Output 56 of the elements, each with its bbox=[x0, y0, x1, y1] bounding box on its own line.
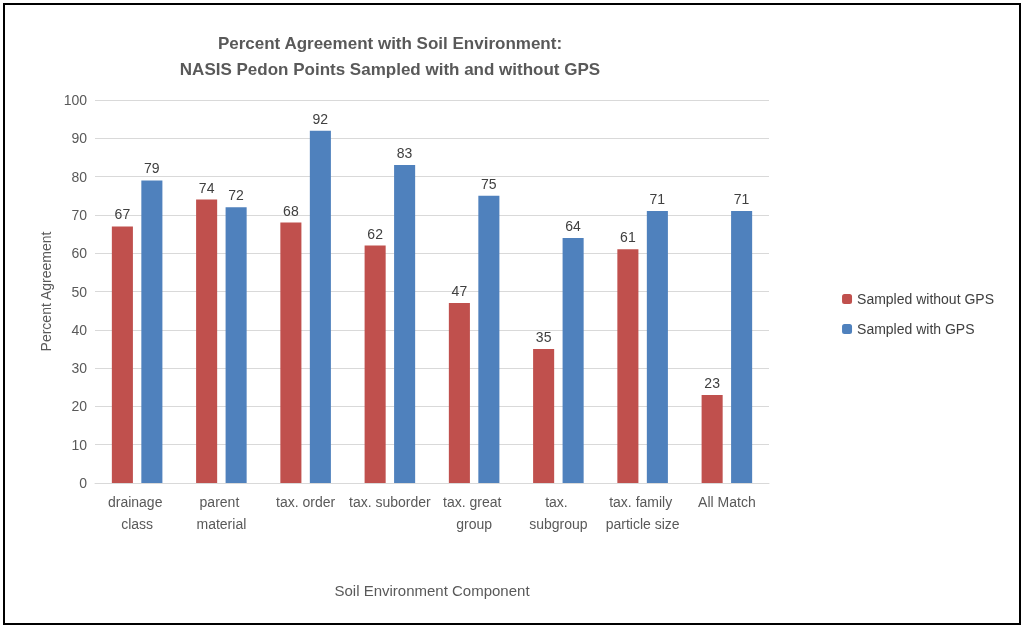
bar bbox=[478, 195, 500, 483]
legend-label: Sampled without GPS bbox=[857, 291, 995, 307]
legend-label: Sampled with GPS bbox=[857, 321, 975, 337]
bar bbox=[111, 226, 133, 483]
bar bbox=[394, 165, 416, 483]
data-label: 67 bbox=[114, 206, 131, 223]
y-tick-label: 50 bbox=[71, 283, 88, 300]
data-label: 92 bbox=[312, 110, 329, 127]
data-label: 23 bbox=[704, 374, 721, 391]
y-tick-label: 30 bbox=[71, 360, 88, 377]
bar bbox=[309, 130, 331, 483]
data-label: 62 bbox=[367, 225, 384, 242]
data-label: 72 bbox=[228, 187, 245, 204]
x-tick-label: drainage class bbox=[107, 494, 167, 532]
bar bbox=[701, 394, 723, 483]
data-label: 64 bbox=[565, 217, 582, 234]
x-tick-label: tax. subgroup bbox=[529, 494, 588, 532]
y-tick-label: 60 bbox=[71, 245, 88, 262]
y-tick-label: 20 bbox=[71, 398, 88, 415]
y-tick-label: 100 bbox=[63, 92, 88, 108]
bar bbox=[225, 207, 247, 483]
x-tick-label: tax. suborder bbox=[349, 494, 432, 510]
y-tick-label: 70 bbox=[71, 206, 88, 223]
bar bbox=[533, 348, 555, 483]
data-label: 79 bbox=[144, 160, 160, 177]
data-label: 61 bbox=[620, 229, 636, 246]
bar bbox=[196, 199, 218, 483]
data-label: 68 bbox=[283, 202, 299, 219]
bar bbox=[646, 211, 668, 483]
data-label: 75 bbox=[481, 175, 497, 192]
bar bbox=[364, 245, 386, 483]
x-tick-label: tax. great group bbox=[442, 494, 506, 532]
y-tick-label: 90 bbox=[71, 130, 88, 147]
data-label: 47 bbox=[451, 282, 468, 299]
y-axis-title: Percent Agreement bbox=[37, 231, 54, 352]
data-label: 83 bbox=[396, 145, 413, 162]
x-tick-label: All Match bbox=[698, 494, 756, 510]
y-tick-label: 40 bbox=[71, 321, 88, 338]
x-axis-title: Soil Environment Component bbox=[334, 582, 531, 599]
chart-title: Percent Agreement with Soil Environment: NASIS Pedon Points Sampled with and without GPS bbox=[179, 33, 601, 79]
bar bbox=[731, 211, 753, 483]
bar bbox=[280, 222, 302, 483]
y-tick-label: 0 bbox=[79, 475, 88, 491]
y-tick-label: 80 bbox=[71, 168, 88, 185]
x-tick-label: tax. order bbox=[276, 494, 336, 510]
bar bbox=[448, 302, 470, 483]
data-label: 35 bbox=[535, 328, 552, 345]
x-tick-label: parent material bbox=[196, 494, 247, 532]
bar bbox=[617, 249, 639, 483]
y-tick-label: 10 bbox=[71, 436, 88, 453]
bar bbox=[562, 237, 584, 483]
data-label: 71 bbox=[733, 191, 750, 208]
bar bbox=[141, 180, 163, 483]
x-tick-label: tax. family particle size bbox=[605, 494, 680, 532]
data-label: 71 bbox=[649, 191, 666, 208]
data-label: 74 bbox=[198, 179, 215, 196]
